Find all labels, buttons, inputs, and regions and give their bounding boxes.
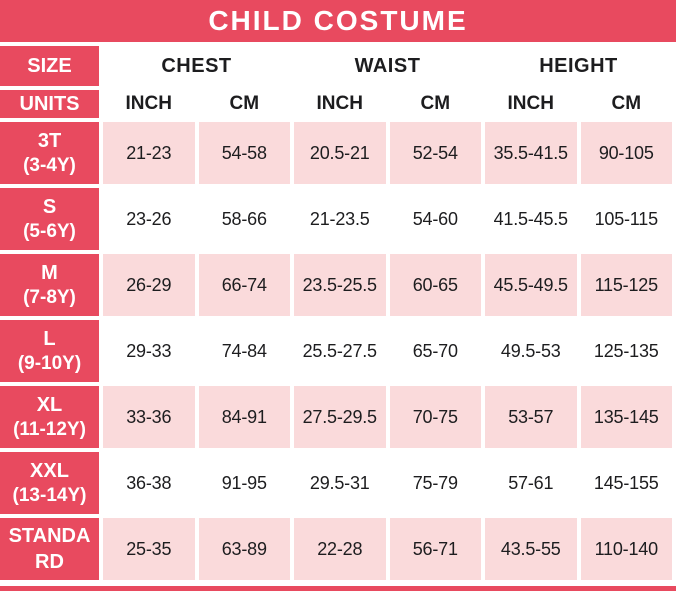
value-cell: 41.5-45.5 [485, 188, 577, 250]
value-cell: 20.5-21 [294, 122, 386, 184]
value-cell: 21-23 [103, 122, 195, 184]
unit-cell-height-cm: CM [580, 90, 672, 118]
table-row-standard: STANDARD 25-35 63-89 22-28 56-71 43.5-55… [0, 518, 672, 580]
value-cell: 70-75 [389, 386, 481, 448]
value-cell: 23-26 [103, 188, 195, 250]
value-cell: 54-58 [198, 122, 290, 184]
table-row-3t: 3T (3-4Y) 21-23 54-58 20.5-21 52-54 35.5… [0, 122, 672, 184]
table-row-l: L (9-10Y) 29-33 74-84 25.5-27.5 65-70 49… [0, 320, 672, 382]
size-name: L [43, 327, 56, 350]
size-name: S [42, 195, 57, 218]
value-cell: 84-91 [198, 386, 290, 448]
unit-cell-chest-inch: INCH [103, 90, 195, 118]
units-header-cell: UNITS [0, 90, 99, 118]
size-age-range: (9-10Y) [17, 352, 82, 374]
table-row-xl: XL (11-12Y) 33-36 84-91 27.5-29.5 70-75 … [0, 386, 672, 448]
group-header-height: HEIGHT [485, 46, 672, 86]
value-cell: 65-70 [389, 320, 481, 382]
size-age-range: (11-12Y) [13, 418, 86, 440]
size-name: M [41, 261, 58, 284]
unit-cell-height-inch: INCH [485, 90, 577, 118]
value-cell: 35.5-41.5 [485, 122, 577, 184]
value-cell: 23.5-25.5 [294, 254, 386, 316]
size-cell: 3T (3-4Y) [0, 122, 99, 184]
size-name: STANDARD [8, 525, 91, 573]
value-cell: 22-28 [294, 518, 386, 580]
value-cell: 60-65 [389, 254, 481, 316]
value-cell: 91-95 [198, 452, 290, 514]
size-cell: STANDARD [0, 518, 99, 580]
size-age-range: (5-6Y) [23, 220, 76, 242]
value-cell: 25-35 [103, 518, 195, 580]
table-row-m: M (7-8Y) 26-29 66-74 23.5-25.5 60-65 45.… [0, 254, 672, 316]
value-cell: 29-33 [103, 320, 195, 382]
size-cell: L (9-10Y) [0, 320, 99, 382]
value-cell: 90-105 [580, 122, 672, 184]
value-cell: 29.5-31 [294, 452, 386, 514]
table-header-row: SIZE CHEST WAIST HEIGHT [0, 46, 672, 86]
size-cell: XXL (13-14Y) [0, 452, 99, 514]
value-cell: 52-54 [389, 122, 481, 184]
unit-cell-chest-cm: CM [198, 90, 290, 118]
value-cell: 27.5-29.5 [294, 386, 386, 448]
value-cell: 49.5-53 [485, 320, 577, 382]
value-cell: 75-79 [389, 452, 481, 514]
group-header-chest: CHEST [103, 46, 290, 86]
value-cell: 115-125 [580, 254, 672, 316]
value-cell: 36-38 [103, 452, 195, 514]
value-cell: 125-135 [580, 320, 672, 382]
size-name: 3T [37, 129, 62, 152]
page-title: CHILD COSTUME [0, 0, 676, 42]
value-cell: 26-29 [103, 254, 195, 316]
table-row-xxl: XXL (13-14Y) 36-38 91-95 29.5-31 75-79 5… [0, 452, 672, 514]
value-cell: 56-71 [389, 518, 481, 580]
value-cell: 43.5-55 [485, 518, 577, 580]
value-cell: 54-60 [389, 188, 481, 250]
value-cell: 66-74 [198, 254, 290, 316]
value-cell: 57-61 [485, 452, 577, 514]
bottom-border-strip [0, 586, 676, 591]
value-cell: 63-89 [198, 518, 290, 580]
size-cell: M (7-8Y) [0, 254, 99, 316]
size-header-cell: SIZE [0, 46, 99, 86]
size-name: XXL [30, 459, 69, 482]
value-cell: 33-36 [103, 386, 195, 448]
value-cell: 145-155 [580, 452, 672, 514]
size-cell: S (5-6Y) [0, 188, 99, 250]
table-row-s: S (5-6Y) 23-26 58-66 21-23.5 54-60 41.5-… [0, 188, 672, 250]
group-header-waist: WAIST [294, 46, 481, 86]
value-cell: 58-66 [198, 188, 290, 250]
value-cell: 45.5-49.5 [485, 254, 577, 316]
value-cell: 74-84 [198, 320, 290, 382]
size-name: XL [36, 393, 63, 416]
value-cell: 105-115 [580, 188, 672, 250]
unit-cell-waist-inch: INCH [294, 90, 386, 118]
size-age-range: (13-14Y) [12, 484, 87, 506]
value-cell: 25.5-27.5 [294, 320, 386, 382]
value-cell: 110-140 [580, 518, 672, 580]
units-header-row: UNITS INCH CM INCH CM INCH CM [0, 90, 672, 118]
unit-cell-waist-cm: CM [389, 90, 481, 118]
size-cell: XL (11-12Y) [0, 386, 99, 448]
value-cell: 53-57 [485, 386, 577, 448]
size-age-range: (3-4Y) [23, 154, 76, 176]
size-table: SIZE CHEST WAIST HEIGHT UNITS INCH CM IN… [0, 42, 676, 584]
value-cell: 21-23.5 [294, 188, 386, 250]
size-age-range: (7-8Y) [23, 286, 76, 308]
value-cell: 135-145 [580, 386, 672, 448]
